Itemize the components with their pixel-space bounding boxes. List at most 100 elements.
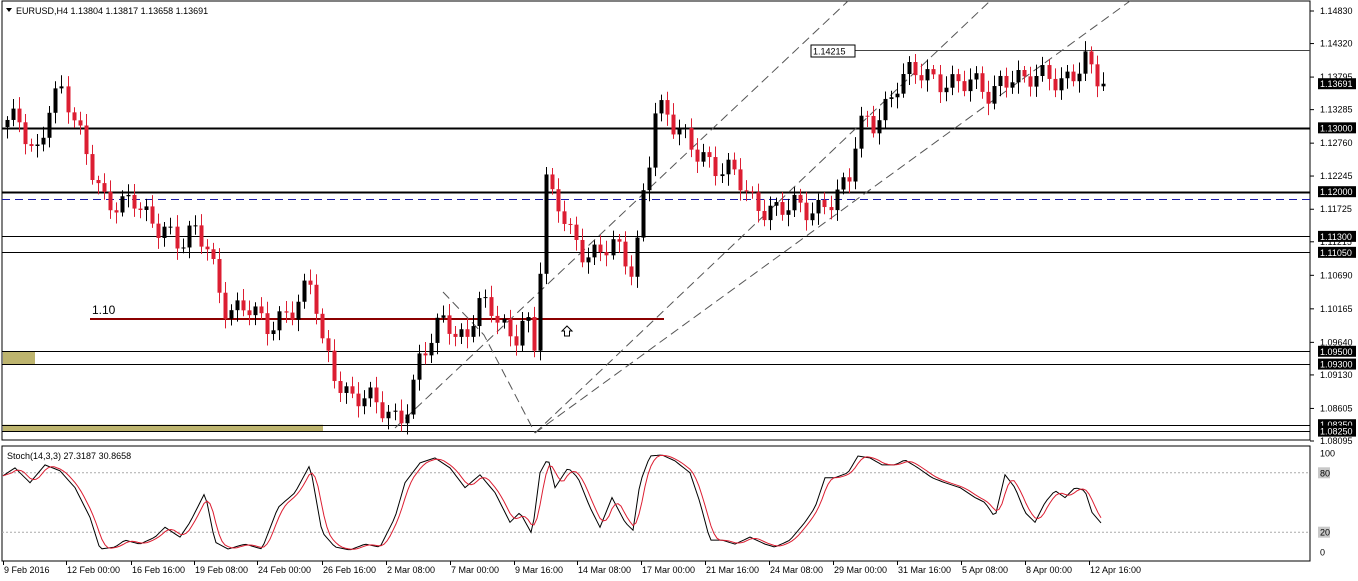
level-tag: 1.13000 xyxy=(1320,123,1353,133)
candle-body xyxy=(762,210,767,221)
candle-body xyxy=(919,75,924,81)
channel-line[interactable] xyxy=(534,0,1131,434)
level-tag: 1.12000 xyxy=(1320,187,1353,197)
price-tags: 1.13000 1.12000 1.11300 1.11050 1.09500 1.093… xyxy=(1318,78,1356,437)
price-tick-label: 1.14830 xyxy=(1320,6,1353,16)
price-tick-label: 1.09640 xyxy=(1320,337,1353,347)
candle-body xyxy=(647,167,652,191)
price-tick-label: 1.08095 xyxy=(1320,436,1353,446)
candle-body xyxy=(689,128,694,150)
candle-body xyxy=(447,315,452,334)
candle-body xyxy=(1059,78,1064,91)
candle-body xyxy=(23,122,28,145)
candle-body xyxy=(59,86,64,89)
time-tick-label: 19 Feb 08:00 xyxy=(195,565,248,575)
candle-body xyxy=(332,350,337,382)
candle-body xyxy=(750,191,755,193)
candle-body xyxy=(998,75,1003,87)
candle-body xyxy=(623,241,628,267)
candle-body xyxy=(853,148,858,182)
candle-body xyxy=(72,112,77,121)
pattern-line[interactable] xyxy=(442,291,536,434)
time-tick-label: 12 Apr 16:00 xyxy=(1090,565,1141,575)
candle-body xyxy=(308,280,313,285)
time-tick-label: 2 Mar 08:00 xyxy=(387,565,435,575)
candle-body xyxy=(138,208,143,210)
candle-body xyxy=(580,239,585,263)
candle-body xyxy=(338,381,343,393)
candle-body xyxy=(489,297,494,316)
candle-body xyxy=(211,249,216,259)
candle-body xyxy=(417,353,422,380)
candle-body xyxy=(871,116,876,134)
candle-body xyxy=(938,74,943,93)
price-tick-label: 1.14320 xyxy=(1320,39,1353,49)
candle-body xyxy=(695,149,700,162)
level-tag-bg xyxy=(1318,345,1356,357)
candle-body xyxy=(508,318,513,337)
support-zone xyxy=(3,351,35,365)
candle-body xyxy=(150,206,155,224)
candle-body xyxy=(895,93,900,98)
candle-body xyxy=(635,237,640,277)
candle-body xyxy=(950,74,955,88)
candle-body xyxy=(829,207,834,211)
candle-body xyxy=(199,225,204,247)
candle-body xyxy=(368,387,373,399)
candle-body xyxy=(683,128,688,130)
stoch-level-tag-bg xyxy=(1318,526,1330,538)
candle-body xyxy=(592,244,597,258)
candle-body xyxy=(822,199,827,208)
stoch-axis-label: 0 xyxy=(1320,548,1325,558)
candle-body xyxy=(187,225,192,248)
current-price-tag-bg xyxy=(1318,78,1356,90)
candle-body xyxy=(944,87,949,93)
candle-body xyxy=(78,120,83,126)
candle-body xyxy=(320,313,325,339)
time-tick-label: 14 Mar 08:00 xyxy=(578,565,631,575)
up-arrow-icon[interactable] xyxy=(560,325,574,337)
price-tick-label: 1.11725 xyxy=(1320,204,1352,214)
candle-body xyxy=(738,169,743,191)
collapse-triangle-icon[interactable] xyxy=(6,8,12,12)
candle-body xyxy=(901,74,906,94)
stoch-axis-label: 80 xyxy=(1320,468,1330,478)
marker-label-box[interactable] xyxy=(810,44,856,58)
candle-body xyxy=(393,410,398,412)
channel-line[interactable] xyxy=(394,0,849,429)
candle-body xyxy=(550,174,555,190)
candle-body xyxy=(374,387,379,403)
marker-label: 1.14215 xyxy=(813,47,846,57)
level-1-10-label: 1.10 xyxy=(92,303,116,317)
candle-body xyxy=(302,280,307,302)
candle-body xyxy=(380,402,385,419)
stochastic-panel[interactable] xyxy=(1,445,1311,562)
time-tick-label: 5 Apr 08:00 xyxy=(962,565,1008,575)
candle-body xyxy=(653,113,658,168)
time-tick-label: 24 Mar 08:00 xyxy=(770,565,823,575)
candle-body xyxy=(713,157,718,177)
candle-body xyxy=(701,152,706,162)
candle-body xyxy=(386,411,391,419)
candle-body xyxy=(132,194,137,209)
candle-body xyxy=(526,317,531,321)
time-tick-label: 24 Feb 00:00 xyxy=(258,565,311,575)
candle-body xyxy=(865,115,870,117)
candle-body xyxy=(798,194,803,203)
candle-body xyxy=(974,73,979,80)
annotations[interactable]: 1.10 1.14215 xyxy=(92,44,856,337)
candle-body xyxy=(707,152,712,158)
candle-body xyxy=(925,69,930,81)
stochastic-axis: 100 80 20 0 xyxy=(1318,449,1335,558)
candle-body xyxy=(1083,51,1088,74)
candle-body xyxy=(114,210,119,213)
candle-body xyxy=(90,154,95,180)
candle-body xyxy=(108,191,113,211)
candle-body xyxy=(411,379,416,415)
candle-body xyxy=(889,97,894,99)
price-axis: 1.14830 1.14320 1.13795 1.13285 1.12760 1.122… xyxy=(1310,6,1353,446)
price-panel[interactable] xyxy=(1,0,1311,441)
price-tick-label: 1.12245 xyxy=(1320,171,1353,181)
candle-body xyxy=(514,336,519,346)
